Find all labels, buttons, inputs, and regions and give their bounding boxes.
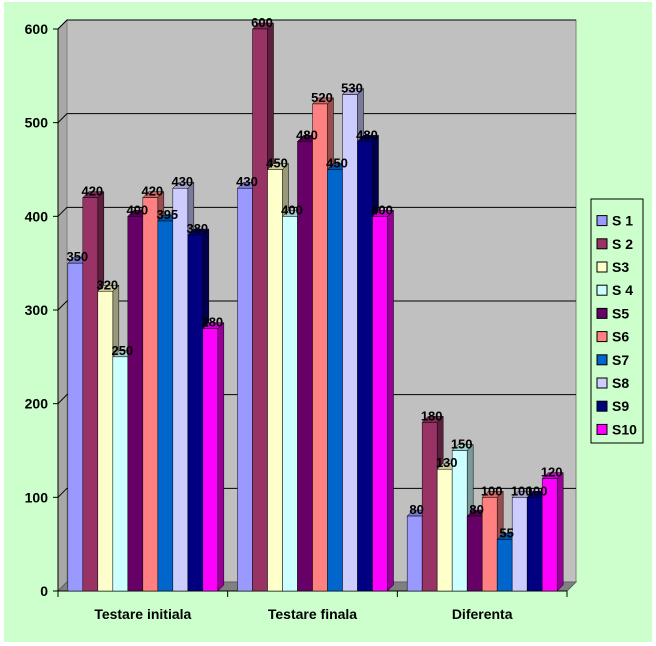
- data-label: 480: [356, 127, 378, 142]
- gridline: [57, 206, 576, 217]
- gridline: [57, 394, 576, 405]
- x-tick-label: Testare finala: [268, 606, 357, 622]
- legend-swatch: [596, 238, 608, 250]
- data-label: 250: [111, 343, 133, 358]
- legend-swatch: [596, 215, 608, 227]
- gridline: [57, 487, 576, 498]
- bar: [451, 450, 468, 592]
- bar: [406, 515, 423, 592]
- data-label: 430: [236, 174, 258, 189]
- legend-swatch: [596, 307, 608, 319]
- data-label: 380: [186, 221, 208, 236]
- data-label: 280: [201, 315, 223, 330]
- bar-side: [217, 322, 225, 592]
- data-label: 400: [371, 202, 393, 217]
- data-label: 530: [341, 81, 363, 96]
- bar-side: [387, 209, 394, 592]
- legend-label: S 2: [612, 236, 633, 252]
- bar: [436, 468, 453, 592]
- y-tick-label: 600: [25, 21, 49, 37]
- data-label: 55: [499, 525, 513, 540]
- y-tick-label: 300: [25, 302, 49, 318]
- legend-swatch: [596, 331, 608, 343]
- y-tick-label: 100: [25, 489, 49, 505]
- data-label: 100: [511, 483, 533, 498]
- data-label: 180: [421, 408, 443, 423]
- bar: [496, 539, 513, 592]
- y-tick-label: 200: [25, 396, 49, 412]
- bar: [157, 220, 174, 592]
- bar: [142, 197, 159, 592]
- bar: [312, 103, 328, 592]
- data-label: 420: [141, 184, 163, 199]
- legend-label: S 1: [612, 213, 633, 229]
- legend-swatch: [596, 261, 608, 273]
- data-label: 130: [436, 455, 458, 470]
- legend-swatch: [596, 400, 608, 412]
- bar: [172, 187, 189, 592]
- data-label: 150: [451, 437, 473, 452]
- bar: [372, 216, 388, 592]
- x-tick-label: Diferenta: [452, 606, 513, 622]
- bar: [252, 28, 268, 592]
- bar: [97, 291, 114, 592]
- data-label: 400: [126, 202, 148, 217]
- bar: [112, 356, 129, 592]
- bar: [541, 478, 558, 592]
- bar: [282, 216, 298, 592]
- legend-label: S3: [612, 259, 629, 275]
- data-label: 80: [469, 502, 483, 517]
- gridline: [57, 113, 576, 124]
- bar: [526, 497, 543, 592]
- data-label: 430: [171, 174, 193, 189]
- data-label: 120: [541, 465, 563, 480]
- data-label: 480: [296, 127, 318, 142]
- legend-label: S8: [612, 375, 629, 391]
- legend-label: S7: [612, 352, 629, 368]
- gridline: [57, 300, 576, 311]
- data-label: 395: [156, 207, 178, 222]
- y-tick-label: 500: [25, 115, 49, 131]
- bar: [466, 515, 483, 592]
- data-label: 600: [251, 15, 273, 30]
- data-label: 100: [526, 483, 548, 498]
- legend-label: S5: [612, 305, 629, 321]
- data-label: 400: [281, 202, 303, 217]
- data-label: 100: [481, 483, 503, 498]
- data-label: 420: [81, 184, 103, 199]
- bar: [481, 497, 498, 592]
- legend-label: S6: [612, 329, 629, 345]
- legend-label: S 4: [612, 282, 633, 298]
- data-label: 450: [326, 156, 348, 171]
- y-tick-label: 400: [25, 208, 49, 224]
- bar: [327, 169, 343, 592]
- data-label: 520: [311, 90, 333, 105]
- x-tick-label: Testare initiala: [94, 606, 191, 622]
- bar: [421, 422, 438, 592]
- data-label: 80: [409, 502, 423, 517]
- legend-label: S10: [612, 421, 637, 437]
- y-tick-label: 0: [40, 583, 48, 599]
- bar: [67, 262, 84, 592]
- bar: [127, 216, 144, 592]
- legend-label: S9: [612, 398, 629, 414]
- legend-swatch: [596, 423, 608, 435]
- bar-side: [556, 471, 564, 592]
- data-label: 450: [266, 156, 288, 171]
- data-label: 320: [96, 277, 118, 292]
- bar: [511, 497, 528, 592]
- legend-swatch: [596, 354, 608, 366]
- bar: [237, 187, 253, 592]
- legend-swatch: [596, 377, 608, 389]
- bar: [267, 169, 283, 592]
- data-label: 350: [66, 249, 88, 264]
- legend-swatch: [596, 284, 608, 296]
- bar: [187, 234, 204, 592]
- gridline: [57, 19, 576, 30]
- bar: [202, 328, 219, 592]
